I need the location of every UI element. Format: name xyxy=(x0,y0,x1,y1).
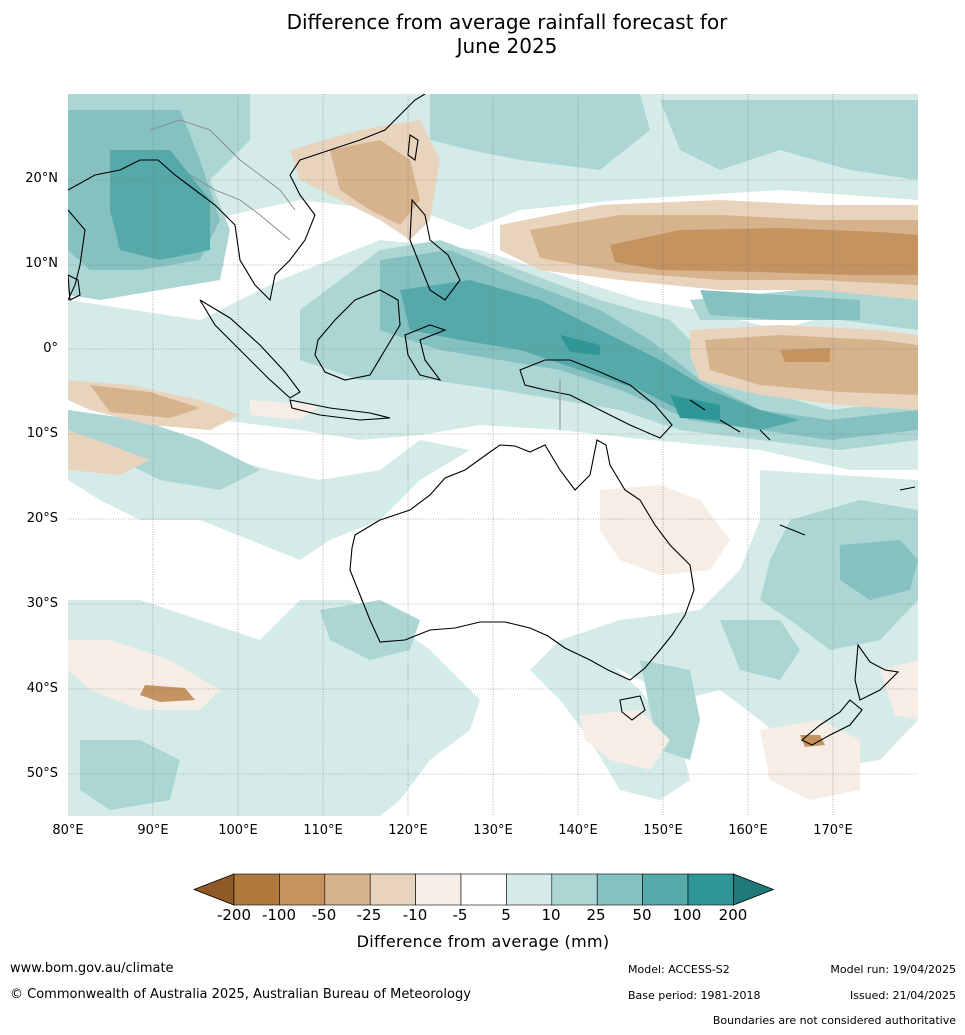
pacific-islands-coastline xyxy=(689,399,916,536)
colorbar-extend-high xyxy=(733,873,775,906)
lon-label-130e: 130°E xyxy=(473,823,513,838)
colorbar-tick: -50 xyxy=(311,906,337,924)
mainland-asia-coastline xyxy=(68,94,426,302)
lon-label-80e: 80°E xyxy=(52,823,84,838)
colorbar-tick: 100 xyxy=(672,906,702,924)
lon-label-140e: 140°E xyxy=(558,823,598,838)
extreme-wet-anomaly-areas xyxy=(560,335,720,420)
colorbar-swatch xyxy=(506,873,553,906)
country-borders xyxy=(149,119,561,430)
lat-label-10n: 10°N xyxy=(25,256,58,271)
base-period: Base period: 1981-2018 xyxy=(628,989,761,1002)
sulawesi-coastline xyxy=(404,324,447,381)
colorbar-swatch xyxy=(460,873,507,906)
colorbar-tick: 50 xyxy=(632,906,652,924)
colorbar-extend-low xyxy=(192,873,235,906)
colorbar-tick: -5 xyxy=(452,906,468,924)
boundaries-disclaimer: Boundaries are not considered authoritat… xyxy=(712,1014,956,1027)
colorbar-swatch xyxy=(687,873,734,906)
lon-label-150e: 150°E xyxy=(643,823,683,838)
map-title: Difference from average rainfall forecas… xyxy=(180,10,834,58)
lat-label-30s: 30°S xyxy=(26,596,58,611)
lon-label-100e: 100°E xyxy=(218,823,258,838)
lon-label-110e: 110°E xyxy=(303,823,343,838)
colorbar-swatch xyxy=(415,873,462,906)
colorbar-swatch xyxy=(551,873,598,906)
colorbar xyxy=(192,873,775,906)
philippines-coastline xyxy=(409,198,461,301)
lon-label-90e: 90°E xyxy=(137,823,169,838)
colorbar-tick: -100 xyxy=(261,906,297,924)
colorbar-tick: -25 xyxy=(356,906,382,924)
colorbar-tick: -200 xyxy=(216,906,252,924)
lat-label-20n: 20°N xyxy=(25,171,58,186)
colorbar-swatch xyxy=(642,873,689,906)
colorbar-swatch xyxy=(369,873,416,906)
colorbar-tick: -10 xyxy=(402,906,428,924)
model-name: Model: ACCESS-S2 xyxy=(628,963,730,976)
borneo-coastline xyxy=(314,289,401,381)
lat-label-40s: 40°S xyxy=(26,681,58,696)
colorbar-title: Difference from average (mm) xyxy=(356,932,610,951)
lat-label-10s: 10°S xyxy=(26,426,58,441)
copyright-text: © Commonwealth of Australia 2025, Austra… xyxy=(10,987,471,1002)
sumatra-coastline xyxy=(199,299,301,399)
colorbar-tick: 5 xyxy=(501,906,511,924)
lon-label-120e: 120°E xyxy=(388,823,428,838)
java-coastline xyxy=(289,399,391,421)
coastlines xyxy=(68,94,916,746)
taiwan-coastline xyxy=(407,134,419,161)
model-run-date: Model run: 19/04/2025 xyxy=(830,963,956,976)
map-field xyxy=(68,94,918,816)
title-line-1: Difference from average rainfall forecas… xyxy=(286,10,728,34)
tasmania-coastline xyxy=(619,695,646,721)
new-guinea-coastline xyxy=(519,359,673,439)
title-line-2: June 2025 xyxy=(456,34,558,58)
colorbar-swatch xyxy=(596,873,643,906)
lon-label-170e: 170°E xyxy=(813,823,853,838)
colorbar-tick: 10 xyxy=(541,906,561,924)
issued-date: Issued: 21/04/2025 xyxy=(849,989,956,1002)
graticule xyxy=(68,94,918,816)
new-zealand-coastline xyxy=(801,643,900,746)
lon-label-160e: 160°E xyxy=(728,823,768,838)
colorbar-swatch xyxy=(279,873,326,906)
colorbar-swatch xyxy=(324,873,371,906)
lat-label-0: 0° xyxy=(43,341,58,356)
website-link[interactable]: www.bom.gov.au/climate xyxy=(10,961,174,976)
lat-label-50s: 50°S xyxy=(26,766,58,781)
colorbar-swatch xyxy=(233,873,280,906)
india-coastline xyxy=(68,209,86,301)
lat-label-20s: 20°S xyxy=(26,511,58,526)
colorbar-tick: 200 xyxy=(718,906,748,924)
australia-coastline xyxy=(349,439,695,681)
sri-lanka-coastline xyxy=(68,274,81,301)
colorbar-tick: 25 xyxy=(586,906,606,924)
